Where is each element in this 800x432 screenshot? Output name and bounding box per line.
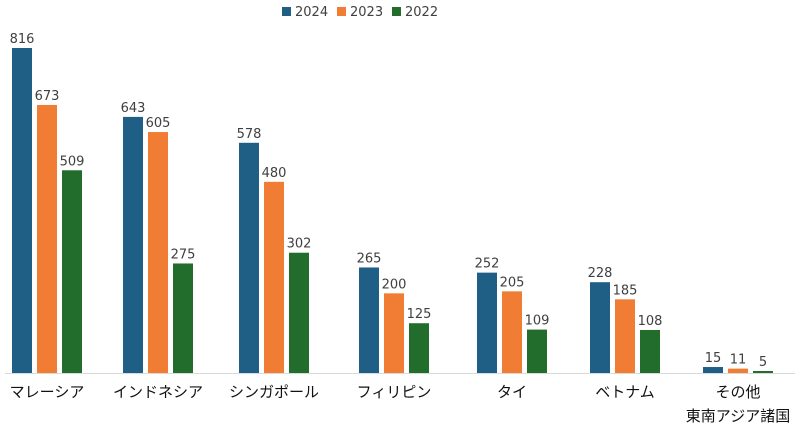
category-label-1: インドネシア (113, 383, 203, 401)
bar-2023-4 (502, 291, 522, 373)
category-label-6: その他東南アジア諸国 (686, 383, 790, 425)
legend: 2024 2023 2022 (282, 5, 438, 20)
value-label-2023-6: 11 (730, 353, 747, 368)
value-label-2023-1: 605 (146, 116, 171, 131)
category-labels: マレーシア インドネシア シンガポール フィリピン タイ ベトナム その他東南アジア諸国 (10, 383, 791, 425)
value-label-2022-1: 275 (171, 247, 196, 262)
bar-2022-0 (62, 170, 82, 373)
category-label-0: マレーシア (10, 383, 85, 401)
bar-2022-4 (527, 329, 547, 373)
legend-label-2022: 2022 (405, 5, 438, 20)
category-label-2: シンガポール (229, 383, 319, 401)
legend-label-2023: 2023 (350, 5, 383, 20)
bars: 8166735096436052755784803022652001252522… (10, 32, 773, 374)
bar-2024-6 (703, 367, 723, 373)
value-label-2024-5: 228 (588, 266, 613, 281)
value-label-2022-3: 125 (407, 307, 432, 322)
legend-swatch-2023 (337, 7, 346, 16)
value-label-2023-3: 200 (382, 277, 407, 292)
bar-2024-4 (477, 272, 497, 373)
bar-2023-5 (615, 299, 635, 373)
bar-2022-2 (289, 252, 309, 373)
value-label-2022-4: 109 (525, 314, 550, 329)
bar-2023-0 (37, 104, 57, 374)
legend-swatch-2022 (392, 7, 401, 16)
value-label-2023-5: 185 (613, 283, 638, 298)
bar-2022-3 (409, 323, 429, 373)
bar-2022-1 (173, 263, 193, 373)
category-label-3: フィリピン (357, 383, 432, 401)
value-label-2024-6: 15 (705, 351, 722, 366)
bar-2024-5 (590, 282, 610, 373)
value-label-2022-5: 108 (638, 314, 663, 329)
bar-2023-6 (728, 368, 748, 373)
value-label-2023-2: 480 (262, 166, 287, 181)
value-label-2023-4: 205 (500, 275, 525, 290)
bar-2022-6 (753, 371, 773, 373)
bar-2024-1 (123, 116, 143, 373)
value-label-2024-1: 643 (121, 101, 146, 116)
value-label-2024-0: 816 (10, 32, 35, 47)
category-label-4: タイ (497, 383, 527, 401)
value-label-2024-4: 252 (475, 257, 500, 272)
value-label-2022-0: 509 (60, 154, 85, 169)
legend-swatch-2024 (282, 7, 291, 16)
bar-2024-0 (12, 48, 32, 373)
category-label-5: ベトナム (595, 383, 655, 401)
value-label-2022-2: 302 (287, 237, 312, 252)
value-label-2024-2: 578 (237, 127, 262, 142)
value-label-2022-6: 5 (759, 355, 767, 370)
bar-2023-2 (264, 181, 284, 373)
bar-2023-1 (148, 132, 168, 373)
legend-label-2024: 2024 (295, 5, 328, 20)
bar-2024-2 (239, 142, 259, 373)
bar-2023-3 (384, 293, 404, 373)
bar-2024-3 (359, 267, 379, 373)
bar-2022-5 (640, 329, 660, 373)
value-label-2024-3: 265 (357, 251, 382, 266)
value-label-2023-0: 673 (35, 89, 60, 104)
